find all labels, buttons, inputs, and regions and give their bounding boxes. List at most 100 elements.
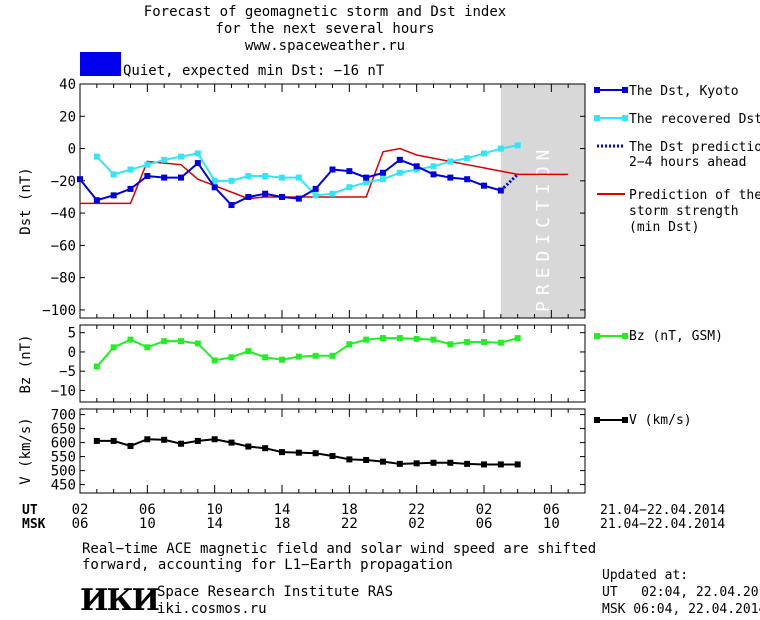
status-color-swatch [80,52,121,76]
x-axis-ut-date-range: 21.04−22.04.2014 [600,503,725,518]
chart-title-line-2: for the next several hours [215,21,435,37]
recovered-dst-point [110,171,117,178]
dst-kyoto-point [127,185,134,192]
bz-point [245,348,252,355]
bz-point [514,335,521,342]
institute-url-link[interactable]: iki.cosmos.ru [157,601,267,617]
bz-point [346,341,353,348]
legend-dst-kyoto-label: The Dst, Kyoto [629,84,739,99]
bz-point [363,336,370,343]
solar-wind-speed-point [363,456,370,463]
chart-title-url: www.spaceweather.ru [244,38,406,54]
recovered-dst-point [295,174,302,181]
dst-kyoto-point [413,163,420,170]
solar-wind-speed-point [211,436,218,443]
y-tick-label: 600 [51,436,76,452]
solar-wind-speed-point [127,442,134,449]
solar-wind-speed-point [245,443,252,450]
bz-point [497,339,504,346]
x-tick-label-msk: 18 [274,516,291,532]
recovered-dst-point [93,153,100,160]
legend-v-label: V (km/s) [629,413,692,428]
y-tick-label: 20 [59,109,76,125]
legend-v-marker [622,417,628,423]
y-tick-label: −5 [59,364,76,380]
dst-kyoto-point [295,195,302,202]
y-tick-label: 5 [68,326,76,342]
recovered-dst-point [279,174,285,181]
solar-wind-speed-point [262,445,269,452]
dst-kyoto-point [211,184,218,191]
recovered-dst-point [481,150,487,157]
recovered-dst-point [514,142,521,149]
x-tick-label-ut: 10 [206,502,223,518]
y-tick-label: 550 [51,450,76,466]
bz-point [380,335,386,342]
bz-point [161,338,168,345]
recovered-dst-point [329,190,336,197]
x-tick-label-msk: 02 [408,516,425,532]
solar-wind-speed-point [514,461,521,468]
y-tick-label: 40 [59,77,76,93]
dst-kyoto-point [178,174,184,181]
bz-point [93,363,100,370]
dst-kyoto-point [363,174,370,181]
legend-dst-kyoto-marker [622,87,628,93]
panel-frame [79,408,586,494]
solar-wind-speed-point [447,459,454,466]
dst-kyoto-point [161,174,168,181]
recovered-dst-point [312,192,319,199]
prediction-band-label: PREDICTION [533,144,554,312]
dst-kyoto-point [144,172,151,179]
x-axis-msk-label: MSK [22,517,46,532]
bz-point [211,357,218,364]
recovered-dst-point [178,153,184,160]
dst-kyoto-point [464,176,471,183]
dst-kyoto-point [329,166,336,173]
dst-kyoto-point [279,193,285,200]
recovered-dst-point [413,166,420,173]
recovered-dst-point [346,184,353,191]
solar-wind-speed-point [295,449,302,456]
chart-title-line-1: Forecast of geomagnetic storm and Dst in… [143,4,507,20]
dst-kyoto-point [447,174,454,181]
x-tick-label-ut: 14 [274,502,291,518]
bz-point [228,354,235,361]
x-tick-label-msk: 06 [476,516,493,532]
bz-point [144,344,151,351]
solar-wind-speed-point [194,437,201,444]
x-tick-label-msk: 10 [543,516,560,532]
solar-wind-speed-point [279,449,285,456]
y-tick-label: 0 [68,345,76,361]
x-tick-label-ut: 06 [543,502,560,518]
solar-wind-speed-point [497,461,504,468]
recovered-dst-point [228,177,235,184]
bz-point [430,336,437,343]
recovered-dst-point [245,172,252,179]
dst-kyoto-point [262,190,269,197]
legend-dst-kyoto-marker [594,87,600,93]
institute-name: Space Research Institute RAS [157,584,394,600]
bz-point [110,344,117,351]
solar-wind-speed-point [396,460,403,467]
solar-wind-speed-point [380,458,386,465]
dst-kyoto-point [312,185,319,192]
recovered-dst-point [262,172,269,179]
dst-kyoto-point [110,192,117,199]
solar-wind-speed-point [430,459,437,466]
bz-point [262,354,269,361]
dst-kyoto-point [430,171,437,178]
y-tick-label: −80 [51,271,76,287]
legend-bz-marker [594,333,600,339]
solar-wind-speed-point [464,460,471,467]
footer-note-line-1: Real−time ACE magnetic field and solar w… [82,541,597,557]
solar-wind-speed-point [228,439,235,446]
bz-point [481,338,487,345]
legend-strength-label-1: Prediction of the [629,188,760,203]
y-tick-label: −40 [51,206,76,222]
legend-recovered-label: The recovered Dst [629,112,760,127]
legend-strength-label-3: (min Dst) [629,220,699,235]
legend-prediction-label-2: 2−4 hours ahead [629,155,746,170]
y-tick-label: −60 [51,238,76,254]
y-tick-label: −10 [51,383,76,399]
